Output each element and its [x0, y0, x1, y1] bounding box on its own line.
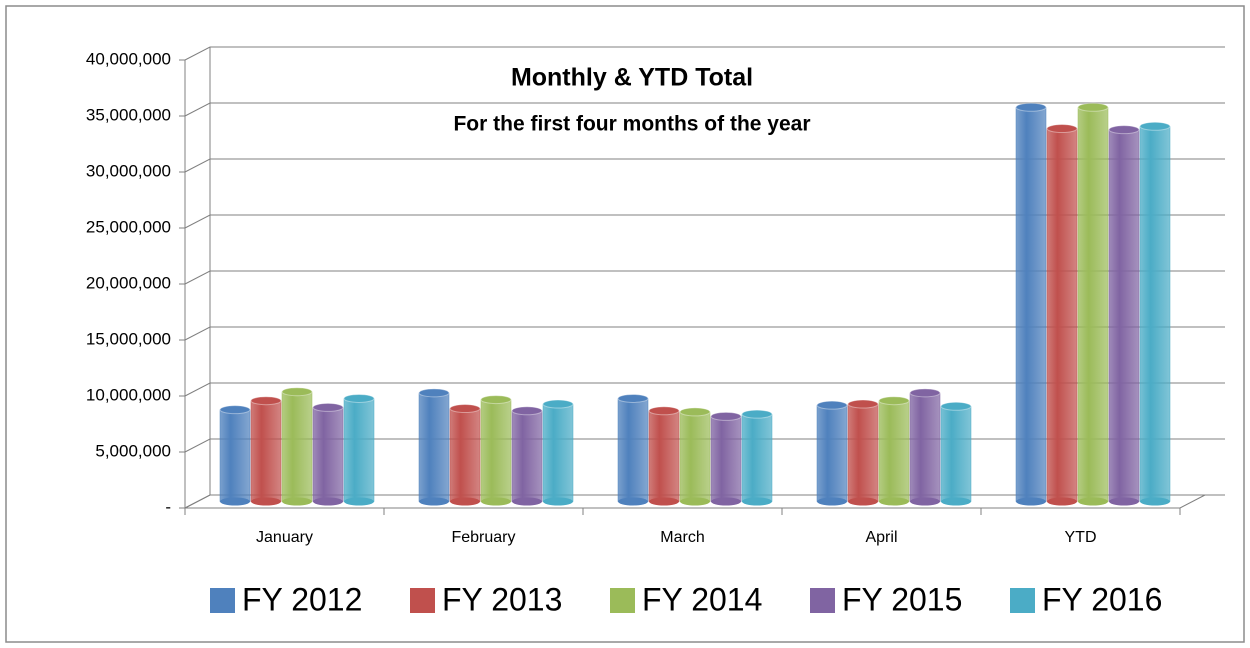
bar: [1015, 107, 1047, 502]
chart-subtitle: For the first four months of the year: [453, 113, 810, 136]
bar-top: [480, 395, 512, 405]
y-tick-label: 20,000,000: [86, 273, 171, 292]
bar: [940, 406, 972, 502]
grid-line: [184, 158, 1225, 173]
legend-label: FY 2014: [642, 581, 762, 617]
y-tick-label: 5,000,000: [95, 441, 171, 460]
bar: [1077, 107, 1109, 502]
legend-label: FY 2013: [442, 581, 562, 617]
legend-label: FY 2012: [242, 581, 362, 617]
legend-swatch: [410, 588, 435, 613]
bar-top: [1108, 125, 1140, 135]
bar: [219, 409, 251, 502]
y-tick-label: 10,000,000: [86, 385, 171, 404]
bar: [1108, 129, 1140, 502]
grid-line: [184, 326, 1225, 341]
legend-swatch: [1010, 588, 1035, 613]
bar-top: [909, 388, 941, 398]
y-tick-label: -: [165, 497, 171, 516]
bar: [847, 403, 879, 502]
bar: [878, 400, 910, 502]
bar-top: [679, 407, 711, 417]
grid-line: [184, 382, 1225, 397]
bar: [679, 411, 711, 502]
grid-line: [184, 214, 1225, 229]
grid-line: [184, 102, 1225, 117]
legend-label: FY 2016: [1042, 581, 1162, 617]
bar-top: [940, 401, 972, 411]
y-tick-label: 15,000,000: [86, 329, 171, 348]
bar: [1046, 128, 1078, 502]
bar-top: [1139, 121, 1171, 131]
bar: [816, 404, 848, 502]
y-tick-label: 40,000,000: [86, 49, 171, 68]
bar-top: [511, 406, 543, 416]
bar: [542, 403, 574, 502]
bar-top: [1015, 102, 1047, 112]
bar-top: [1077, 102, 1109, 112]
bar-top: [617, 393, 649, 403]
bar-top: [219, 405, 251, 415]
bar-top: [281, 387, 313, 397]
bar: [281, 391, 313, 502]
bar-top: [1046, 124, 1078, 134]
bar-top: [312, 402, 344, 412]
legend-swatch: [610, 588, 635, 613]
bar: [449, 408, 481, 502]
legend-swatch: [210, 588, 235, 613]
bar-top: [343, 393, 375, 403]
grid-line: [184, 270, 1225, 285]
x-tick-label: March: [660, 529, 704, 546]
bar-top: [816, 400, 848, 410]
x-tick-label: January: [256, 529, 313, 546]
bar-top: [542, 399, 574, 409]
bar: [1139, 126, 1171, 502]
y-tick-label: 25,000,000: [86, 217, 171, 236]
bar: [250, 400, 282, 502]
legend-label: FY 2015: [842, 581, 962, 617]
x-tick-label: YTD: [1065, 529, 1097, 546]
bar: [909, 392, 941, 502]
bar: [648, 410, 680, 502]
bar-top: [449, 404, 481, 414]
bar-top: [741, 409, 773, 419]
chart-title: Monthly & YTD Total: [511, 64, 753, 92]
y-tick-label: 30,000,000: [86, 161, 171, 180]
y-tick-label: 35,000,000: [86, 105, 171, 124]
bar: [710, 416, 742, 502]
bar: [343, 398, 375, 502]
bar: [312, 407, 344, 502]
bar-top: [710, 411, 742, 421]
bar-top: [418, 388, 450, 398]
legend-swatch: [810, 588, 835, 613]
bar-top: [250, 396, 282, 406]
grid-line: [184, 46, 1225, 61]
bar-top: [878, 396, 910, 406]
bar-top: [847, 399, 879, 409]
bar: [741, 413, 773, 502]
x-tick-label: February: [451, 529, 515, 546]
bar: [418, 392, 450, 502]
bar: [511, 410, 543, 502]
bar: [617, 398, 649, 502]
bar-top: [648, 406, 680, 416]
x-tick-label: April: [865, 529, 897, 546]
bar: [480, 399, 512, 502]
